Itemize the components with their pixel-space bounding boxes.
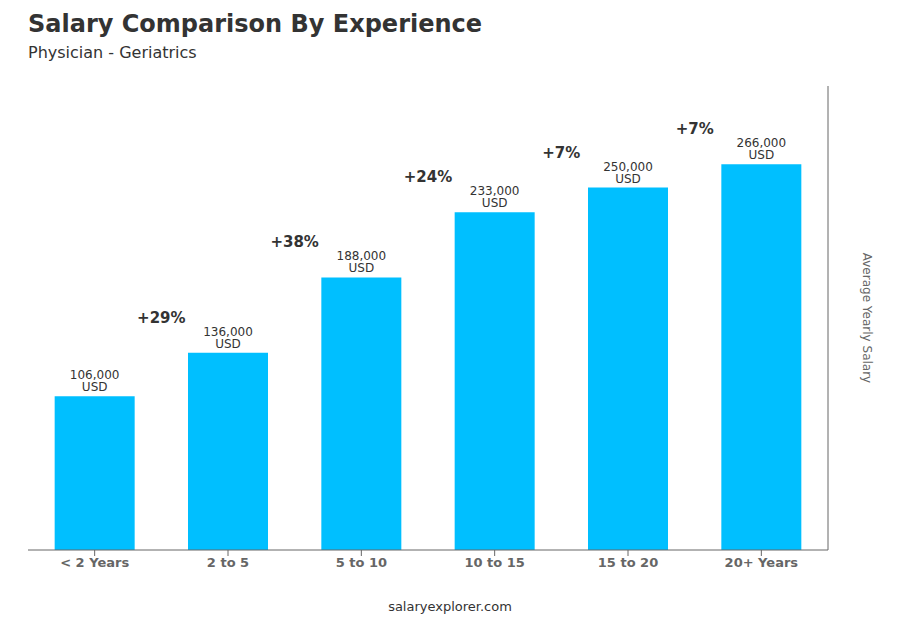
svg-text:188,000USD: 188,000USD bbox=[337, 249, 387, 275]
svg-text:233,000USD: 233,000USD bbox=[470, 184, 520, 210]
svg-text:250,000USD: 250,000USD bbox=[603, 160, 653, 186]
svg-text:+7%: +7% bbox=[676, 120, 714, 138]
svg-text:5 to 10: 5 to 10 bbox=[336, 555, 387, 570]
html-text:Salary Comparison By Experienc: Salary Comparison By Experience bbox=[28, 10, 483, 38]
svg-text:< 2 Years: < 2 Years bbox=[60, 555, 129, 570]
svg-text:106,000USD: 106,000USD bbox=[70, 368, 120, 394]
svg-text:20+ Years: 20+ Years bbox=[725, 555, 799, 570]
svg-text:+38%: +38% bbox=[270, 233, 318, 251]
svg-text:10 to 15: 10 to 15 bbox=[464, 555, 524, 570]
svg-text:266,000USD: 266,000USD bbox=[737, 136, 787, 162]
svg-text:2 to 5: 2 to 5 bbox=[207, 555, 249, 570]
svg-text:136,000USD: 136,000USD bbox=[203, 325, 253, 351]
svg-text:+24%: +24% bbox=[404, 168, 452, 186]
html-text:Physician - Geriatrics: Physician - Geriatrics bbox=[28, 43, 197, 62]
svg-text:+7%: +7% bbox=[542, 144, 580, 162]
svg-text:Average Yearly Salary: Average Yearly Salary bbox=[860, 253, 874, 383]
svg-text:15 to 20: 15 to 20 bbox=[598, 555, 658, 570]
html-text:salaryexplorer.com: salaryexplorer.com bbox=[388, 599, 512, 614]
svg-text:+29%: +29% bbox=[137, 309, 185, 327]
